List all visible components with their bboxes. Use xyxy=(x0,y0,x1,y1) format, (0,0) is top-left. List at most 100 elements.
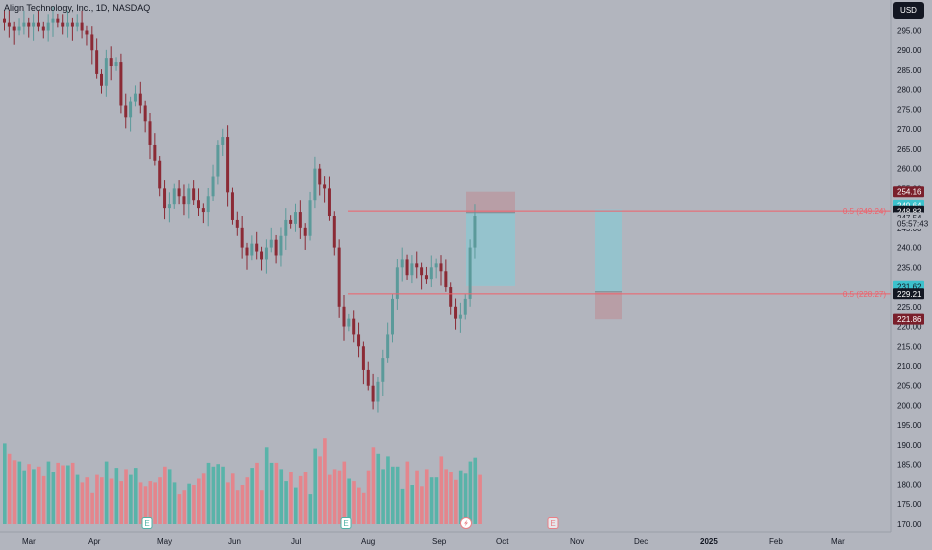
volume-bar xyxy=(3,443,7,524)
price-label: 05:57:43 xyxy=(897,220,929,229)
volume-bar xyxy=(235,490,240,524)
candle xyxy=(400,259,404,268)
volume-bar xyxy=(201,473,206,524)
time-label: Oct xyxy=(496,537,509,546)
time-label: 2025 xyxy=(700,537,718,546)
position-stop-zone[interactable] xyxy=(595,291,622,320)
price-tick: 190.00 xyxy=(897,441,922,450)
volume-bar xyxy=(12,460,17,524)
price-label-badge xyxy=(893,288,924,300)
candle xyxy=(255,243,259,252)
volume-bar xyxy=(211,466,216,524)
candle xyxy=(240,227,244,248)
position-profit-zone[interactable] xyxy=(466,212,515,286)
volume-bar xyxy=(386,456,390,524)
volume-bar xyxy=(284,481,288,524)
candle xyxy=(332,216,336,248)
volume-bar xyxy=(163,466,167,524)
volume-bar xyxy=(119,481,123,524)
volume-bar xyxy=(429,477,434,524)
volume-bar xyxy=(221,466,225,524)
volume-bar xyxy=(80,482,85,524)
volume-bar xyxy=(27,464,31,524)
volume-bar xyxy=(226,482,230,524)
volume-bar xyxy=(327,474,332,524)
candle xyxy=(46,22,50,31)
volume-bar xyxy=(269,462,274,524)
candle xyxy=(36,22,40,27)
volume-bar xyxy=(361,492,366,524)
volume-bar xyxy=(318,456,322,524)
candle xyxy=(211,176,215,197)
price-axis-panel[interactable] xyxy=(891,0,932,532)
volume-bar xyxy=(177,494,182,524)
candle xyxy=(61,22,65,27)
volume-bar xyxy=(391,466,395,524)
volume-bar xyxy=(454,479,458,524)
currency-button[interactable]: USD xyxy=(893,2,924,19)
volume-bar xyxy=(434,477,439,524)
volume-bar xyxy=(458,470,463,524)
price-tick: 220.00 xyxy=(897,323,922,332)
position-profit-zone[interactable] xyxy=(595,209,622,292)
candle xyxy=(100,73,103,86)
volume-bar xyxy=(7,453,12,524)
price-tick: 240.00 xyxy=(897,244,922,253)
candle xyxy=(201,208,205,213)
candle xyxy=(308,200,312,236)
candle xyxy=(153,144,157,161)
candle xyxy=(245,247,249,256)
volume-bar xyxy=(439,456,444,524)
position-stop-zone[interactable] xyxy=(466,191,515,213)
volume-bar xyxy=(478,474,482,524)
volume-bar xyxy=(264,447,269,524)
candle xyxy=(376,381,380,402)
volume-bar xyxy=(61,465,65,524)
price-tick: 235.00 xyxy=(897,263,922,272)
volume-bar xyxy=(308,494,313,524)
earnings-icon[interactable] xyxy=(141,517,153,529)
candle xyxy=(274,239,278,256)
candle xyxy=(177,188,181,197)
volume-bar xyxy=(46,461,51,524)
price-tick: 200.00 xyxy=(897,401,922,410)
candle xyxy=(405,259,409,276)
price-tick: 205.00 xyxy=(897,382,922,391)
volume-bar xyxy=(274,462,279,524)
earnings-icon[interactable] xyxy=(340,517,352,529)
volume-bar xyxy=(463,473,468,524)
volume-bar xyxy=(255,462,259,524)
candle xyxy=(56,18,60,23)
volume-bar xyxy=(371,447,376,524)
volume-bar xyxy=(158,477,162,524)
volume-bar xyxy=(187,483,191,524)
volume-bar xyxy=(405,461,410,524)
candle xyxy=(454,306,458,319)
volume-bar xyxy=(70,462,75,524)
candle xyxy=(420,267,424,276)
volume-bar xyxy=(182,490,187,524)
volume-bar xyxy=(366,470,371,524)
fib-level-label: 0.5 (249.24) xyxy=(843,207,886,216)
symbol-title: Align Technology, Inc., 1D, NASDAQ xyxy=(4,3,151,13)
price-label-badge xyxy=(893,218,924,230)
volume-bar xyxy=(104,461,109,524)
volume-bar xyxy=(124,469,128,524)
price-tick: 275.00 xyxy=(897,105,922,114)
candle xyxy=(22,22,26,27)
volume-bar xyxy=(206,462,211,524)
volume-bar xyxy=(410,485,414,524)
candle xyxy=(264,247,268,260)
volume-bar xyxy=(109,478,114,524)
volume-bar xyxy=(51,472,56,524)
candle xyxy=(114,62,118,67)
volume-bar xyxy=(260,490,264,524)
candle xyxy=(269,239,273,248)
earnings-future-icon[interactable] xyxy=(547,517,559,529)
volume-bar xyxy=(337,470,342,524)
price-tick: 280.00 xyxy=(897,86,922,95)
candle xyxy=(221,137,225,145)
price-tick: 195.00 xyxy=(897,421,922,430)
